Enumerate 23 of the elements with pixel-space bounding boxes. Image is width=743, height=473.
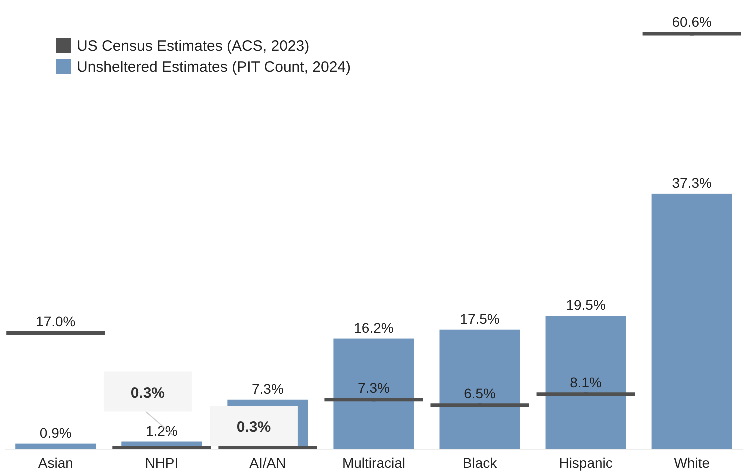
data-label: 17.5% bbox=[460, 310, 500, 327]
x-tick-label: Hispanic bbox=[559, 455, 613, 471]
data-label: 0.3% bbox=[130, 384, 166, 402]
data-label: 19.5% bbox=[566, 297, 606, 314]
data-label: 37.3% bbox=[672, 174, 712, 191]
x-tick-label: Black bbox=[462, 455, 498, 471]
legend-label: US Census Estimates (ACS, 2023) bbox=[77, 38, 310, 55]
data-label: 7.3% bbox=[358, 380, 390, 396]
x-tick-label: Asian bbox=[38, 455, 74, 471]
data-label: 16.2% bbox=[354, 320, 394, 336]
data-label: 7.3% bbox=[252, 380, 284, 397]
data-label: 6.5% bbox=[464, 385, 496, 402]
x-tick-label: NHPI bbox=[145, 455, 179, 471]
data-label: 8.1% bbox=[570, 374, 602, 390]
data-label: 0.3% bbox=[236, 419, 272, 436]
data-label: 60.6% bbox=[672, 14, 712, 30]
x-tick-label: White bbox=[674, 455, 710, 471]
data-label: 17.0% bbox=[36, 313, 76, 330]
x-tick-label: Multiracial bbox=[342, 455, 406, 471]
data-label: 1.2% bbox=[146, 422, 178, 439]
x-tick-label: AI/AN bbox=[250, 455, 286, 471]
data-label: 0.9% bbox=[40, 424, 72, 441]
legend-label: Unsheltered Estimates (PIT Count, 2024) bbox=[77, 59, 352, 76]
